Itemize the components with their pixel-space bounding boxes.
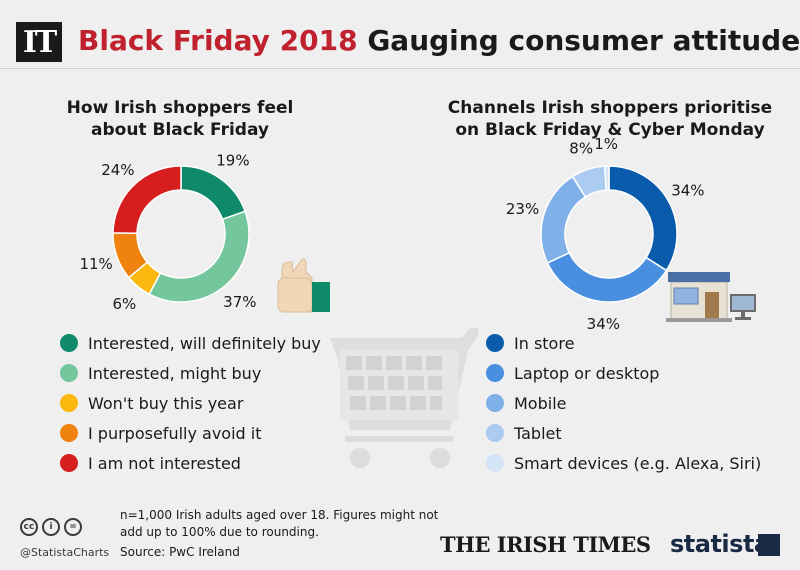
legend-dot: [486, 454, 504, 472]
left-chart-title-line-1: How Irish shoppers feel: [66, 98, 294, 118]
donut-slice: [540, 175, 587, 264]
legend-label: I am not interested: [88, 453, 241, 473]
slice-value-label: 24%: [101, 161, 134, 179]
right-chart-title-line-2: on Black Friday & Cyber Monday: [455, 120, 765, 140]
legend-item-laptop: Laptop or desktop: [486, 360, 659, 386]
legend-label: In store: [514, 333, 575, 353]
legend-dot: [60, 454, 78, 472]
legend-dot: [486, 424, 504, 442]
legend-label: Mobile: [514, 393, 567, 413]
donut-slice: [180, 165, 247, 221]
legend-dot: [60, 394, 78, 412]
attribution-icon: i: [42, 518, 60, 536]
left-chart-title-line-2: about Black Friday: [91, 120, 269, 140]
donut-chart-left: 19% 37% 6% 11% 24%: [79, 152, 256, 313]
legend-label: Tablet: [514, 423, 562, 443]
legend-dot: [60, 364, 78, 382]
legend-item-smart-devices: Smart devices (e.g. Alexa, Siri): [486, 450, 761, 476]
legend-dot: [486, 394, 504, 412]
slice-value-label: 34%: [587, 315, 620, 333]
source: Source: PwC Ireland: [120, 545, 240, 559]
legend-item-might-buy: Interested, might buy: [60, 360, 261, 386]
donut-slice: [546, 251, 668, 303]
statista-logo-icon: [758, 534, 780, 556]
slice-value-label: 6%: [113, 295, 137, 313]
irish-times-logo: IT: [16, 22, 62, 62]
legend-dot: [486, 364, 504, 382]
legend-dot: [486, 334, 504, 352]
left-chart-title: How Irish shoppers feel about Black Frid…: [60, 97, 300, 141]
legend-label: Interested, might buy: [88, 363, 262, 383]
slice-value-label: 8%: [569, 139, 593, 157]
slice-value-label: 37%: [223, 293, 256, 311]
thumbs-up-icon: [277, 258, 330, 313]
legend-item-not-interested: I am not interested: [60, 450, 241, 476]
shopping-cart-icon: [330, 328, 478, 468]
license-icons: cc i =: [20, 518, 82, 536]
right-chart-title: Channels Irish shoppers prioritise on Bl…: [445, 97, 775, 141]
right-chart-title-line-1: Channels Irish shoppers prioritise: [447, 98, 773, 118]
shop-icon: [666, 272, 732, 322]
legend-item-avoid: I purposefully avoid it: [60, 420, 262, 446]
legend-label: Laptop or desktop: [514, 363, 660, 383]
statista-handle: @StatistaCharts: [20, 546, 110, 559]
slice-value-label: 11%: [79, 255, 112, 273]
donut-slice: [112, 165, 182, 235]
slice-value-label: 19%: [216, 152, 249, 170]
legend-dot: [60, 334, 78, 352]
legend-item-wont-buy: Won't buy this year: [60, 390, 243, 416]
donut-slice: [608, 165, 678, 272]
legend-item-definitely-buy: Interested, will definitely buy: [60, 330, 321, 356]
title-rest: Gauging consumer attitudes: [367, 24, 800, 57]
legend-dot: [60, 424, 78, 442]
legend-item-mobile: Mobile: [486, 390, 566, 416]
no-derivatives-icon: =: [64, 518, 82, 536]
statista-wordmark: statista: [670, 530, 770, 558]
slice-value-label: 23%: [506, 200, 539, 218]
footnote: n=1,000 Irish adults aged over 18. Figur…: [120, 508, 439, 539]
donut-slice: [148, 210, 250, 303]
header: IT Black Friday 2018 Gauging consumer at…: [0, 0, 800, 69]
legend-item-tablet: Tablet: [486, 420, 562, 446]
legend-label: I purposefully avoid it: [88, 423, 262, 443]
legend-label: Smart devices (e.g. Alexa, Siri): [514, 453, 762, 473]
irish-times-wordmark: THE IRISH TIMES: [440, 532, 651, 557]
legend-item-in-store: In store: [486, 330, 574, 356]
legend-label: Won't buy this year: [88, 393, 244, 413]
slice-value-label: 34%: [671, 182, 704, 200]
monitor-icon: [730, 294, 756, 320]
title-accent: Black Friday 2018: [78, 24, 358, 57]
page-title: Black Friday 2018 Gauging consumer attit…: [78, 24, 800, 57]
donut-chart-right: 34% 34% 23% 8% 1%: [506, 135, 705, 333]
legend-label: Interested, will definitely buy: [88, 333, 321, 353]
creative-commons-icon: cc: [20, 518, 38, 536]
donut-slice: [603, 165, 610, 191]
slice-value-label: 1%: [594, 135, 618, 153]
